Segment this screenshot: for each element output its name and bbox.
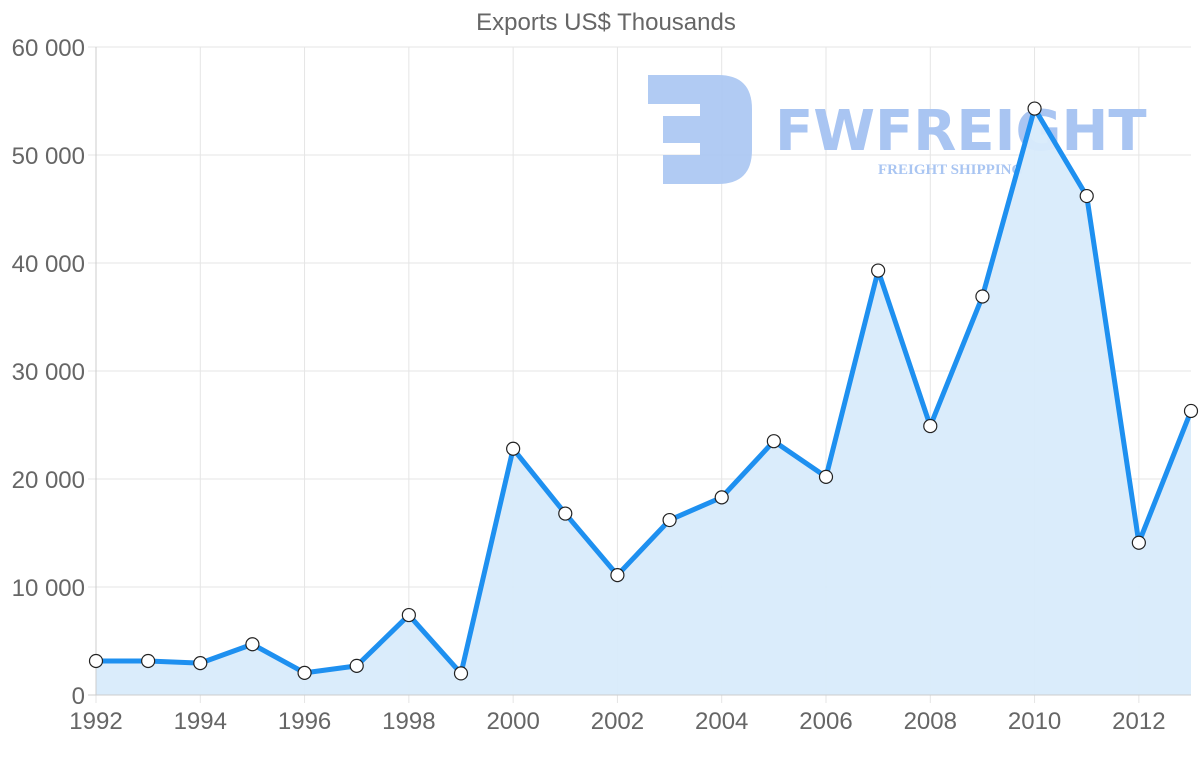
data-point-1993[interactable] <box>141 653 156 669</box>
data-line <box>96 106 1194 676</box>
fw-logo-icon <box>648 75 752 184</box>
data-point-1999[interactable] <box>453 666 469 681</box>
x-tick-label: 1992 <box>69 708 122 735</box>
data-point-2012[interactable] <box>1131 535 1146 550</box>
x-tick-label: 2004 <box>695 708 748 735</box>
data-point-2013[interactable] <box>1183 403 1199 419</box>
data-point-2009[interactable] <box>975 289 990 304</box>
x-tick-label: 2010 <box>1008 708 1061 735</box>
data-point-2000[interactable] <box>506 441 521 456</box>
data-point-2007[interactable] <box>871 263 886 278</box>
area-fill <box>96 108 1191 695</box>
data-point-2002[interactable] <box>610 568 625 583</box>
chart-title: Exports US$ Thousands <box>476 9 736 36</box>
data-point-1995[interactable] <box>245 637 260 652</box>
x-tick-label: 1998 <box>382 708 435 735</box>
y-axis-ticks: 0 10 000 20 000 30 000 40 000 50 000 60 000 <box>12 35 85 710</box>
data-point-2003[interactable] <box>662 512 677 528</box>
y-tick-label: 0 <box>72 683 85 710</box>
y-tick-label: 40 000 <box>12 251 85 278</box>
data-point-2001[interactable] <box>558 506 573 521</box>
y-tick-label: 20 000 <box>12 467 85 494</box>
data-point-1997[interactable] <box>349 658 364 673</box>
y-tick-label: 60 000 <box>12 35 85 62</box>
x-tick-label: 2002 <box>591 708 644 735</box>
x-tick-label: 2006 <box>799 708 852 735</box>
data-points <box>88 101 1199 681</box>
data-point-1992[interactable] <box>88 653 104 669</box>
data-point-2004[interactable] <box>714 490 729 505</box>
data-point-1994[interactable] <box>193 656 208 671</box>
data-point-2005[interactable] <box>766 434 781 449</box>
data-point-1998[interactable] <box>401 607 416 623</box>
data-point-2008[interactable] <box>923 418 938 434</box>
data-point-2011[interactable] <box>1079 188 1094 204</box>
x-axis-ticks: 1992 1994 1996 1998 2000 2002 2004 2006 2008 2010… <box>69 708 1165 735</box>
y-tick-label: 50 000 <box>12 143 85 170</box>
y-tick-label: 10 000 <box>12 575 85 602</box>
watermark-brand: FWFREIGHT <box>775 99 1147 164</box>
data-point-1996[interactable] <box>297 665 312 680</box>
x-tick-label: 1996 <box>278 708 331 735</box>
watermark-logo: FWFREIGHT FREIGHT SHIPPING <box>648 75 1147 184</box>
data-point-2006[interactable] <box>818 469 834 484</box>
x-tick-label: 1994 <box>174 708 227 735</box>
watermark-tagline: FREIGHT SHIPPING <box>878 162 1023 178</box>
data-point-2010[interactable] <box>1027 101 1042 116</box>
y-tick-label: 30 000 <box>12 359 85 386</box>
axes <box>88 47 1191 696</box>
x-tick-label: 2008 <box>904 708 957 735</box>
x-tick-label: 2000 <box>486 708 539 735</box>
x-tick-label: 2012 <box>1112 708 1165 735</box>
